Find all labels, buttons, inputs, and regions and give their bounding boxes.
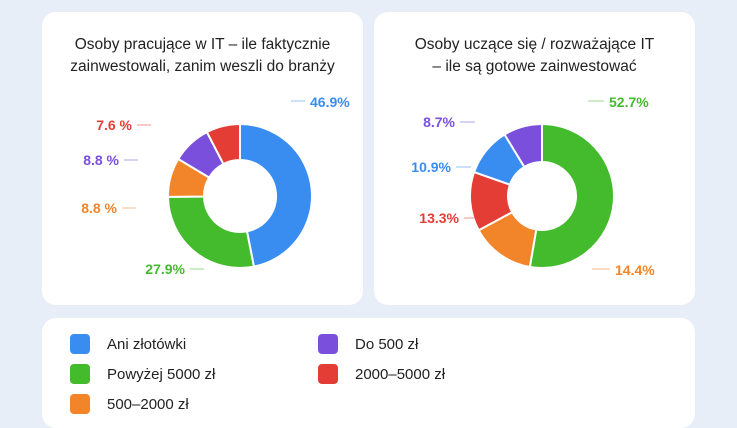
legend-item: Do 500 zł xyxy=(318,333,418,355)
legend-item: Powyżej 5000 zł xyxy=(70,363,215,385)
legend-swatch xyxy=(70,334,90,354)
legend-item: 500–2000 zł xyxy=(70,393,189,415)
slice-value-label: 13.3% xyxy=(419,210,459,226)
legend-swatch xyxy=(70,364,90,384)
legend-item: Ani złotówki xyxy=(70,333,186,355)
slice-value-label: 14.4% xyxy=(615,262,655,278)
slice-value-label: 10.9% xyxy=(411,159,451,175)
slice-value-label: 8.8 % xyxy=(83,152,119,168)
donut-chart: 46.9% 27.9% 8.8 % 8.8 % 7.6 % xyxy=(81,94,350,277)
chart-title: Osoby pracujące w IT – ile faktycznie za… xyxy=(42,34,363,78)
slice-value-label: 27.9% xyxy=(145,261,185,277)
donut-chart: 52.7% 14.4% 13.3% 10.9% 8.7% xyxy=(411,94,655,278)
chart-card-right: Osoby uczące się / rozważające IT – ile … xyxy=(374,12,695,305)
legend-swatch xyxy=(70,394,90,414)
slice-value-label: 8.8 % xyxy=(81,200,117,216)
chart-title-line: Osoby uczące się / rozważające IT xyxy=(414,36,655,53)
slice-value-label: 46.9% xyxy=(310,94,350,110)
donut-slice xyxy=(528,123,615,269)
slice-value-label: 7.6 % xyxy=(96,117,132,133)
legend-swatch xyxy=(318,334,338,354)
legend-item: 2000–5000 zł xyxy=(318,363,445,385)
chart-title-line: Osoby pracujące w IT – ile faktycznie xyxy=(74,36,331,53)
legend-label: 2000–5000 zł xyxy=(355,365,446,383)
legend-card: Ani złotówki Powyżej 5000 zł 500–2000 zł… xyxy=(42,318,695,428)
donut-slice xyxy=(239,123,313,268)
donut-slice xyxy=(167,195,255,269)
donut-slice xyxy=(205,123,241,166)
legend-label: Ani złotówki xyxy=(107,335,187,353)
donut-slice xyxy=(503,123,543,168)
legend-label: 500–2000 zł xyxy=(107,395,189,413)
slice-value-label: 8.7% xyxy=(423,114,455,130)
slice-value-label: 52.7% xyxy=(609,94,649,110)
legend-swatch xyxy=(318,364,338,384)
chart-title-line: zainwestowali, zanim weszli do branży xyxy=(70,58,335,75)
legend-label: Powyżej 5000 zł xyxy=(107,365,216,383)
chart-card-left: Osoby pracujące w IT – ile faktycznie za… xyxy=(42,12,363,305)
chart-title: Osoby uczące się / rozważające IT – ile … xyxy=(374,34,695,78)
legend-label: Do 500 zł xyxy=(355,335,419,353)
chart-title-line: – ile są gotowe zainwestować xyxy=(432,58,637,75)
